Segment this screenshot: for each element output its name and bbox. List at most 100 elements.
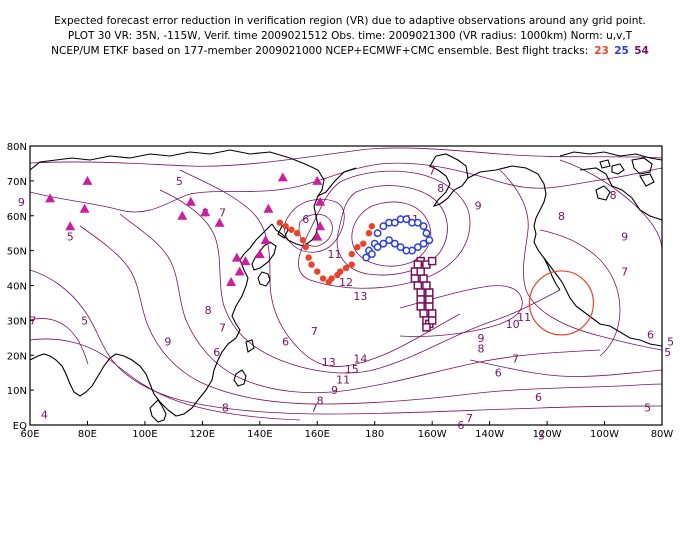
- contour-label: 6: [495, 367, 502, 380]
- contour-label: 6: [647, 328, 654, 341]
- track-54-point: [416, 288, 425, 297]
- track-54-point: [422, 323, 431, 332]
- contour-label: 9: [621, 231, 628, 244]
- lat-tick-label: 50N: [7, 247, 27, 258]
- lat-tick-label: 10N: [7, 386, 27, 397]
- observation-site-triangle: [231, 252, 242, 262]
- track-54-point: [416, 267, 425, 276]
- lat-tick-label: 20N: [7, 351, 27, 362]
- track-25-point: [419, 239, 428, 248]
- track-25-point: [379, 239, 388, 248]
- coastlines: [30, 149, 662, 423]
- contour-label: 9: [164, 335, 171, 348]
- track-23-point: [302, 243, 309, 251]
- contour-label: 7: [512, 353, 519, 366]
- contour-label: 6: [457, 419, 464, 432]
- observation-site-triangle: [185, 196, 196, 206]
- lon-tick-label: 140W: [475, 429, 504, 440]
- track-54-point: [419, 274, 428, 283]
- longitude-axis: 60E 80E 100E 120E 140E 160E 180 160W 140W 120W 100…: [20, 421, 673, 440]
- contour-label: 7: [219, 206, 226, 219]
- track-23-point: [319, 275, 327, 282]
- header-plot-line: PLOT 30 VR: 35N, -115W, Verif. time 2009…: [67, 30, 633, 42]
- lat-tick-label: 30N: [7, 316, 27, 327]
- observation-site-triangle: [177, 210, 188, 220]
- observation-site-triangle: [312, 175, 323, 185]
- track-25-point: [402, 215, 411, 224]
- contour-label: 9: [478, 332, 485, 345]
- observation-site-triangle: [200, 207, 211, 217]
- contour-label: 12: [339, 276, 353, 289]
- contour-label: 11: [517, 311, 531, 324]
- track-23-point: [314, 268, 321, 275]
- contour-label: 7: [311, 325, 318, 338]
- track-54-point: [410, 274, 420, 283]
- track-25-point: [413, 243, 422, 252]
- observation-site-triangle: [240, 256, 251, 266]
- contour-label: 4: [41, 409, 48, 422]
- contour-label: 8: [437, 182, 444, 195]
- track-23-point: [276, 219, 284, 226]
- observation-site-triangle: [315, 196, 326, 206]
- contour-label: 5: [644, 402, 651, 415]
- lat-tick-label: 70N: [7, 177, 27, 188]
- observation-site-triangle: [254, 249, 265, 259]
- contour-label: 14: [353, 353, 367, 366]
- track-25-label: 25: [614, 45, 629, 57]
- header-ensemble-line: NCEP/UM ETKF based on 177-member 2009021…: [0, 44, 700, 59]
- observation-site-triangle: [65, 221, 76, 231]
- contour-label: 8: [478, 342, 485, 355]
- track-54-point: [427, 256, 437, 266]
- track-54-point: [427, 309, 437, 318]
- observation-site-triangle: [234, 266, 245, 276]
- observation-site-triangle: [214, 217, 225, 227]
- contour-label: 5: [67, 231, 74, 244]
- contour-label: 7: [311, 402, 318, 415]
- track-23-point: [282, 223, 289, 230]
- track-23-point: [308, 261, 315, 268]
- track-25-point: [379, 222, 388, 231]
- lon-tick-label: 140E: [247, 429, 272, 440]
- track-54-point: [416, 295, 425, 304]
- track-25-point: [373, 229, 382, 238]
- track-23-point: [354, 243, 361, 251]
- lon-tick-label: 60E: [20, 429, 39, 440]
- track-54-point: [425, 302, 434, 311]
- track-54-point: [427, 316, 437, 325]
- observation-site-triangle: [277, 172, 288, 182]
- observation-sites: [45, 172, 326, 287]
- track-23-point: [334, 271, 341, 279]
- observation-site-triangle: [82, 175, 93, 185]
- track-25-point: [373, 243, 382, 252]
- track-23-point: [325, 278, 332, 286]
- track-25-point: [390, 218, 399, 227]
- lat-tick-label: EQ: [13, 421, 27, 432]
- contour-label: 5: [664, 346, 671, 359]
- lon-tick-label: 80E: [78, 429, 97, 440]
- lon-tick-label: 180: [365, 429, 384, 440]
- forecast-error-map: 80N 70N 60N 50N 40N 30N 20N 10N EQ 60E 80E 100E 120…: [7, 142, 674, 442]
- contour-label: 5: [667, 335, 674, 348]
- header-title-line: Expected forecast error reduction in ver…: [54, 15, 646, 27]
- contour-label: 9: [475, 199, 482, 212]
- verification-region-circle: [528, 270, 595, 336]
- track-54-label: 54: [634, 45, 649, 57]
- observation-site-triangle: [260, 235, 271, 245]
- track-54-point: [416, 302, 425, 311]
- observation-site-triangle: [45, 193, 56, 203]
- track-25-point: [390, 239, 399, 248]
- track-54-point: [413, 281, 423, 290]
- track-23-point: [305, 254, 312, 261]
- track-54-point: [413, 260, 423, 269]
- track-25-point: [367, 250, 376, 259]
- contour-label: 6: [535, 391, 542, 404]
- contour-label: 7: [29, 314, 36, 327]
- track-23-point: [368, 223, 376, 230]
- track-23-point: [348, 250, 355, 258]
- observation-site-triangle: [312, 231, 323, 241]
- contour-label: 5: [176, 175, 183, 188]
- track-25-point: [419, 222, 428, 231]
- lat-tick-label: 40N: [7, 282, 27, 293]
- lon-tick-label: 160W: [418, 429, 447, 440]
- contour-label: 6: [213, 346, 220, 359]
